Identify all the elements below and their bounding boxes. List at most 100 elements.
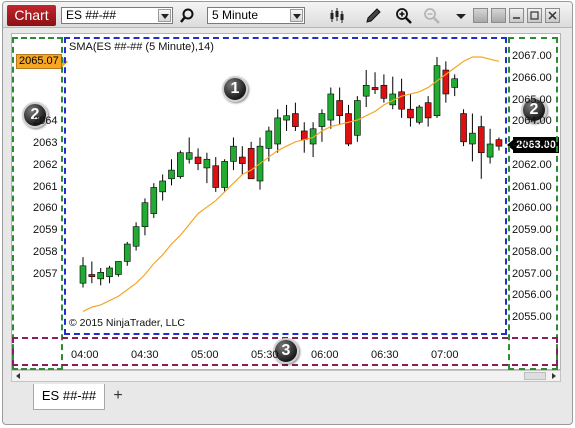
candle-down[interactable] [477,126,485,153]
candle-up[interactable] [230,145,237,162]
left-price-tick: 2063 [33,137,58,149]
pencil-icon[interactable] [363,6,383,26]
close-icon [548,11,557,20]
candle-up[interactable] [177,152,184,177]
candle-up[interactable] [274,117,282,145]
right-price-tick: 2064.00 [512,115,552,128]
candle-up[interactable] [415,106,423,123]
current-price-marker: 2063.00 [507,137,559,153]
candle-up[interactable] [354,100,361,136]
scroll-right-icon[interactable] [550,372,558,380]
left-price-tick: 2059 [33,224,58,236]
right-price-tick: 2065.00 [512,93,552,106]
candle-up[interactable] [283,115,290,121]
zoom-in-icon[interactable] [394,6,414,26]
scroll-left-icon[interactable] [14,372,22,380]
tile-button[interactable] [473,8,488,23]
candle-down[interactable] [345,113,352,145]
candle-up[interactable] [159,180,166,193]
time-tick: 06:00 [311,349,339,361]
candle-up[interactable] [469,132,476,145]
right-price-tick: 2055.00 [512,311,552,323]
right-price-tick: 2056.00 [512,289,552,302]
chart-panel[interactable] [11,33,561,370]
candle-up[interactable] [168,169,175,180]
candle-down[interactable] [247,148,255,180]
candle-down[interactable] [424,102,432,119]
candle-down[interactable] [292,113,299,127]
candle-down[interactable] [88,274,96,277]
left-price-tick: 2058 [33,245,58,258]
candle-down[interactable] [407,108,414,119]
minimize-icon [513,17,520,19]
candle-down[interactable] [460,113,467,143]
left-price-tick: 2060 [33,202,58,215]
minimize-button[interactable] [509,8,524,23]
sma-line[interactable] [82,56,500,313]
candle-up[interactable] [123,243,131,262]
candle-down[interactable] [371,87,379,90]
candle-up[interactable] [451,78,459,88]
close-button[interactable] [545,8,560,23]
left-price-tick: 2061 [33,180,58,193]
right-price-tick: 2063.00 [512,137,552,149]
marker-time-axis: 3 [273,338,299,364]
candle-up[interactable] [486,143,494,158]
horizontal-scrollbar[interactable] [11,370,561,382]
marker-right-axis: 2 [521,97,547,123]
marker-left-axis: 2 [22,102,48,128]
candle-down[interactable] [336,100,343,117]
instrument-select[interactable]: ES ##-## [61,7,173,24]
instrument-tab[interactable]: ES ##-## [33,384,105,410]
time-tick: 05:00 [191,349,219,361]
interval-select[interactable]: 5 Minute [207,7,305,24]
candle-up[interactable] [97,272,104,280]
candle-up[interactable] [79,265,87,284]
candle-up[interactable] [433,65,441,117]
chart-tab[interactable]: Chart [7,5,56,26]
right-price-tick: 2067.00 [512,50,552,62]
restore-panel-button[interactable] [491,8,506,23]
candle-down[interactable] [398,91,405,110]
candle-up[interactable] [185,152,193,160]
time-tick: 07:00 [431,349,459,361]
right-price-tick: 2058.00 [512,245,552,258]
bar-style-icon[interactable] [327,6,347,26]
candle-up[interactable] [327,93,335,121]
candle-up[interactable] [265,130,273,149]
candle-up[interactable] [106,267,113,277]
candle-down[interactable] [239,156,246,164]
candle-down[interactable] [380,84,388,99]
time-tick: 04:30 [131,349,159,361]
candle-up[interactable] [203,158,211,169]
maximize-button[interactable] [527,8,542,23]
candle-up[interactable] [309,128,317,145]
right-price-tick: 2059.00 [512,224,552,236]
time-tick: 05:30 [251,349,279,361]
candle-up[interactable] [141,202,149,227]
candle-down[interactable] [194,156,202,164]
chevron-down-icon[interactable] [290,9,303,22]
candle-up[interactable] [150,187,158,214]
left-price-tick: 2064 [33,115,58,128]
right-price-tick: 2062.00 [512,158,552,171]
right-price-tick: 2060.00 [512,202,552,215]
candle-up[interactable] [318,113,326,127]
candle-down[interactable] [495,139,503,147]
candle-up[interactable] [221,161,228,188]
candle-up[interactable] [362,84,370,97]
search-icon[interactable] [177,6,197,26]
zoom-out-icon[interactable] [422,6,442,26]
scrollbar-thumb[interactable] [524,372,546,380]
candle-down[interactable] [442,69,450,95]
add-tab-button[interactable]: + [113,387,123,404]
chevron-down-icon[interactable] [158,9,171,22]
candle-up[interactable] [115,261,122,275]
copyright-label: © 2015 NinjaTrader, LLC [69,317,185,329]
candle-up[interactable] [132,226,140,247]
title-bar: Chart ES ##-## 5 Minute [3,2,572,28]
right-price-tick: 2061.00 [512,180,552,193]
price-plot[interactable] [3,2,573,425]
candle-down[interactable] [212,165,220,188]
dropdown-icon[interactable] [451,6,471,26]
